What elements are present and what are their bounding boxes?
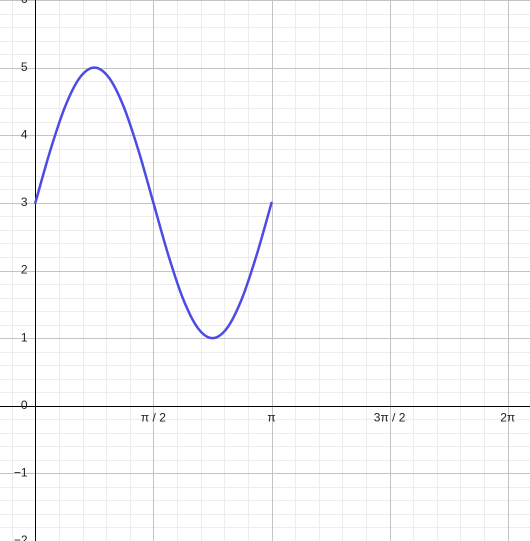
x-tick-label: π [267, 411, 275, 425]
y-tick-label: 2 [21, 263, 28, 277]
y-tick-label: 1 [21, 330, 28, 344]
y-tick-label: 3 [21, 195, 28, 209]
y-tick-label: 0 [21, 398, 28, 412]
x-tick-label: 2π [500, 411, 515, 425]
x-tick-label: π / 2 [141, 411, 166, 425]
x-tick-label: 3π / 2 [374, 411, 406, 425]
y-tick-labels: 6 5 4 3 2 1 0 −1 −2 [14, 0, 28, 541]
series-line [34, 66, 273, 340]
y-tick-label: 6 [21, 0, 28, 6]
y-tick-label: 5 [21, 60, 28, 74]
y-tick-label: −1 [14, 466, 28, 480]
x-tick-labels: π / 2 π 3π / 2 2π [141, 411, 515, 425]
y-tick-label: 4 [21, 127, 28, 141]
y-tick-label: −2 [14, 533, 28, 541]
series [34, 66, 273, 340]
